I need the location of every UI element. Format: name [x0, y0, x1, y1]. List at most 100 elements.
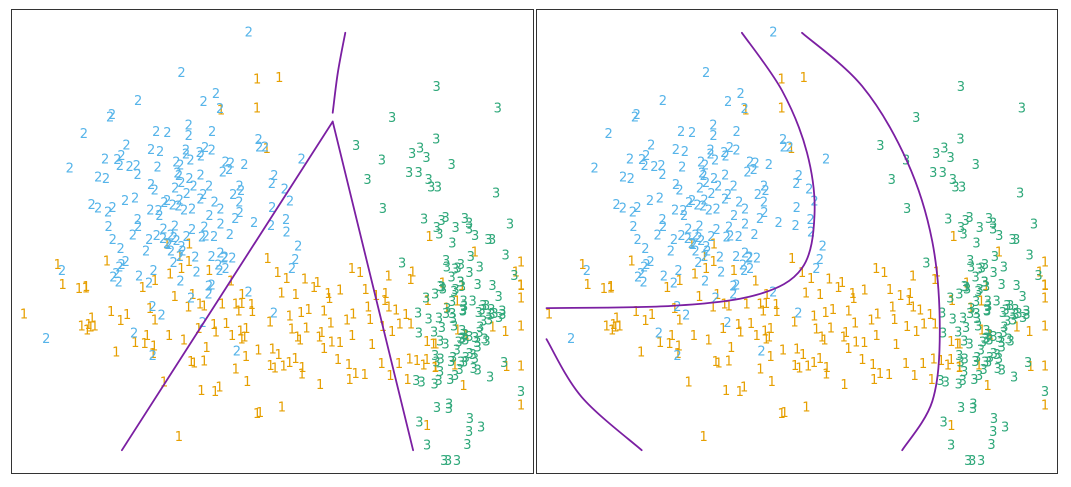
class-3-point: 3 — [422, 151, 430, 166]
class-2-point: 2 — [116, 159, 124, 174]
class-3-point: 3 — [998, 278, 1006, 293]
class-3-point: 3 — [462, 351, 470, 366]
class-1-point: 1 — [248, 298, 256, 313]
class-2-point: 2 — [267, 219, 275, 234]
class-3-point: 3 — [461, 328, 469, 343]
class-3-point: 3 — [425, 173, 433, 188]
class-2-point: 2 — [688, 126, 696, 141]
class-2-point: 2 — [697, 234, 705, 249]
class-2-point: 2 — [182, 148, 190, 163]
class-3-point: 3 — [972, 158, 980, 173]
class-1-point: 1 — [405, 353, 413, 368]
class-2-point: 2 — [254, 133, 262, 148]
class-3-point: 3 — [1005, 332, 1013, 347]
class-1-point: 1 — [609, 318, 617, 333]
class-2-point: 2 — [250, 216, 258, 231]
class-3-point: 3 — [470, 362, 478, 377]
class-1-point: 1 — [202, 341, 210, 356]
class-1-point: 1 — [175, 430, 183, 445]
class-2-point: 2 — [769, 26, 777, 41]
class-3-point: 3 — [414, 166, 422, 181]
class-2-point: 2 — [164, 238, 172, 253]
class-2-point: 2 — [721, 169, 729, 184]
class-2-point: 2 — [673, 349, 681, 364]
class-1-point: 1 — [403, 373, 411, 388]
class-2-point: 2 — [172, 234, 180, 249]
class-1-point: 1 — [217, 104, 225, 119]
class-1-point: 1 — [266, 359, 274, 374]
class-1-point: 1 — [736, 385, 744, 400]
class-1-point: 1 — [579, 258, 587, 273]
class-3-point: 3 — [482, 299, 490, 314]
class-1-point: 1 — [517, 279, 525, 294]
class-3-point: 3 — [442, 307, 450, 322]
class-3-point: 3 — [947, 151, 955, 166]
class-2-point: 2 — [108, 108, 116, 123]
class-3-point: 3 — [989, 216, 997, 231]
class-1-point: 1 — [911, 369, 919, 384]
class-2-point: 2 — [177, 66, 185, 81]
class-1-point: 1 — [840, 331, 848, 346]
class-1-point: 1 — [950, 230, 958, 245]
class-1-point: 1 — [364, 301, 372, 316]
class-2-point: 2 — [745, 251, 753, 266]
class-1-point: 1 — [151, 274, 159, 289]
class-3-point: 3 — [963, 282, 971, 297]
class-3-point: 3 — [433, 401, 441, 416]
class-1-point: 1 — [812, 323, 820, 338]
class-2-point: 2 — [208, 125, 216, 140]
class-2-point: 2 — [210, 230, 218, 245]
class-2-point: 2 — [633, 233, 641, 248]
class-1-point: 1 — [720, 298, 728, 313]
class-1-point: 1 — [816, 352, 824, 367]
class-2-point: 2 — [730, 209, 738, 224]
class-3-point: 3 — [475, 306, 483, 321]
class-2-point: 2 — [723, 316, 731, 331]
class-1-point: 1 — [1036, 266, 1044, 281]
class-3-point: 3 — [456, 276, 464, 291]
class-3-point: 3 — [441, 211, 449, 226]
class-3-point: 3 — [974, 285, 982, 300]
class-1-point: 1 — [986, 329, 994, 344]
class-2-point: 2 — [175, 169, 183, 184]
class-3-point: 3 — [415, 416, 423, 431]
class-1-point: 1 — [822, 368, 830, 383]
class-1-point: 1 — [423, 353, 431, 368]
class-2-point: 2 — [700, 194, 708, 209]
class-3-point: 3 — [903, 202, 911, 217]
class-1-point: 1 — [423, 419, 431, 434]
class-3-point: 3 — [959, 374, 967, 389]
class-3-point: 3 — [990, 347, 998, 362]
class-1-point: 1 — [656, 336, 664, 351]
class-2-point: 2 — [640, 261, 648, 276]
class-3-point: 3 — [991, 250, 999, 265]
class-1-point: 1 — [348, 329, 356, 344]
class-1-point: 1 — [263, 142, 271, 157]
class-1-point: 1 — [431, 360, 439, 375]
class-1-point: 1 — [978, 324, 986, 339]
class-2-point: 2 — [698, 167, 706, 182]
class-1-point: 1 — [286, 310, 294, 325]
class-3-point: 3 — [1019, 311, 1027, 326]
class-2-point: 2 — [724, 95, 732, 110]
class-3-point: 3 — [459, 304, 467, 319]
class-2-point: 2 — [656, 192, 664, 207]
class-3-point: 3 — [453, 343, 461, 358]
class-1-point: 1 — [690, 329, 698, 344]
class-3-point: 3 — [971, 355, 979, 370]
class-3-point: 3 — [432, 133, 440, 148]
class-1-point: 1 — [909, 301, 917, 316]
class-2-point: 2 — [740, 264, 748, 279]
class-2-point: 2 — [151, 184, 159, 199]
class-1-point: 1 — [409, 266, 417, 281]
class-3-point: 3 — [1011, 308, 1019, 323]
class-1-point: 1 — [163, 238, 171, 253]
class-1-point: 1 — [388, 325, 396, 340]
class-2-point: 2 — [177, 176, 185, 191]
class-1-point: 1 — [185, 255, 193, 270]
class-2-point: 2 — [721, 149, 729, 164]
class-3-point: 3 — [414, 306, 422, 321]
class-1-point: 1 — [517, 398, 525, 413]
class-2-point: 2 — [178, 240, 186, 255]
class-1-point: 1 — [872, 262, 880, 277]
